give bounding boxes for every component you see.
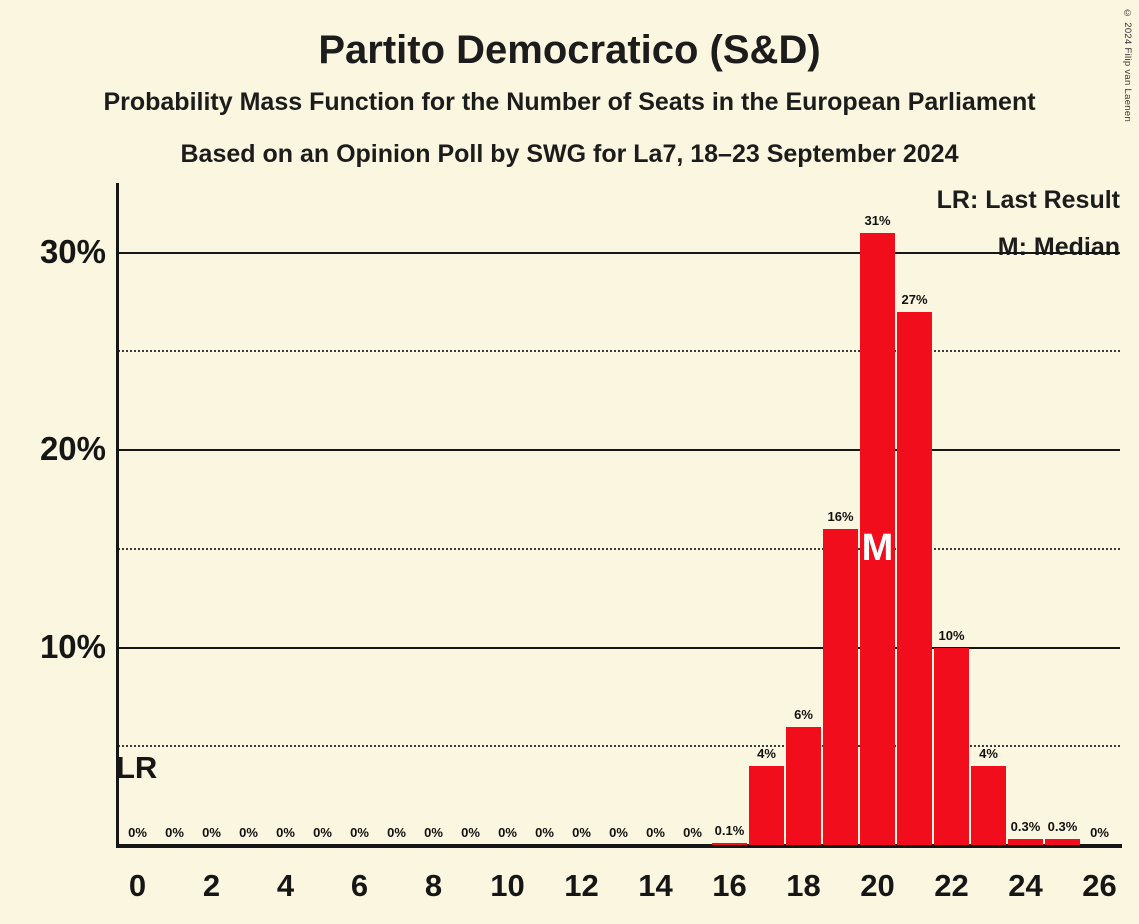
bar-value-label-18: 6% [794,706,813,722]
bar-value-label-17: 4% [757,746,776,761]
bar-value-label-21: 27% [901,291,928,307]
gridline-solid-10 [118,646,1120,649]
x-axis-tick-16: 16 [712,868,747,903]
bar-value-label-24: 0.3% [1010,819,1041,835]
bar-value-label-3: 0% [239,825,258,840]
bar-value-label-16: 0.1% [714,823,745,839]
bar-value-label-1: 0% [165,825,184,840]
bar-value-label-13: 0% [609,825,628,840]
bar-value-label-8: 0% [424,825,443,840]
gridline-dotted-25 [118,350,1120,353]
x-axis-tick-26: 26 [1082,868,1117,903]
bar-value-label-2: 0% [202,825,221,840]
x-axis-tick-14: 14 [638,868,673,903]
x-axis-line [118,844,1122,848]
gridline-dotted-15 [118,547,1120,550]
bar-value-label-9: 0% [461,825,480,840]
bar-seat-21 [897,311,932,845]
y-axis-tick-20: 20% [39,430,106,467]
gridline-dotted-5 [118,745,1120,748]
chart-title: Partito Democratico (S&D) [318,28,821,72]
chart-subtitle-2: Based on an Opinion Poll by SWG for La7,… [180,140,959,168]
gridline-solid-30 [118,251,1120,254]
bar-seat-17 [749,766,784,845]
bar-value-label-14: 0% [646,825,665,840]
bar-value-label-7: 0% [387,825,406,840]
bar-seat-24 [1008,839,1043,845]
y-axis-tick-10: 10% [39,627,106,665]
bar-value-label-23: 4% [979,746,998,761]
gridline-solid-20 [118,449,1120,451]
bar-value-label-15: 0% [683,825,702,840]
x-axis-tick-12: 12 [564,868,599,903]
bar-value-label-22: 10% [938,627,965,643]
x-axis-tick-24: 24 [1008,868,1043,903]
bar-value-label-10: 0% [498,825,517,840]
legend-last-result: LR: Last Result [936,186,1120,214]
bar-seat-22 [934,647,969,845]
bar-value-label-26: 0% [1090,825,1109,840]
x-axis-tick-20: 20 [860,868,895,903]
copyright-notice: © 2024 Filip van Laenen [1122,8,1133,123]
bar-seat-23 [971,766,1006,845]
bar-value-label-12: 0% [572,825,591,840]
bar-value-label-25: 0.3% [1047,819,1078,835]
bar-seat-16 [712,843,747,845]
bar-value-label-4: 0% [276,825,295,840]
bar-seat-25 [1045,839,1080,845]
x-axis-tick-18: 18 [786,868,821,903]
x-axis-tick-22: 22 [934,868,969,903]
last-result-label: LR [116,750,158,785]
x-axis-tick-6: 6 [350,868,369,903]
bar-value-label-19: 16% [827,509,854,524]
bar-value-label-20: 31% [864,212,891,228]
bar-seat-20 [860,232,895,845]
bar-seat-18 [786,726,821,845]
x-axis-tick-0: 0 [128,868,147,903]
bar-seat-19 [823,529,858,845]
y-axis-line [116,183,119,848]
legend-median: M: Median [997,233,1120,261]
x-axis-tick-2: 2 [202,868,221,903]
y-axis-tick-30: 30% [39,232,106,270]
median-marker: M [861,526,894,569]
x-axis-tick-4: 4 [276,868,295,903]
x-axis-tick-8: 8 [424,868,443,903]
bar-value-label-5: 0% [313,825,332,840]
x-axis-tick-10: 10 [490,868,525,903]
bar-value-label-11: 0% [535,825,554,840]
bar-value-label-6: 0% [350,825,369,840]
bar-value-label-0: 0% [128,825,147,840]
chart-subtitle-1: Probability Mass Function for the Number… [103,88,1036,116]
